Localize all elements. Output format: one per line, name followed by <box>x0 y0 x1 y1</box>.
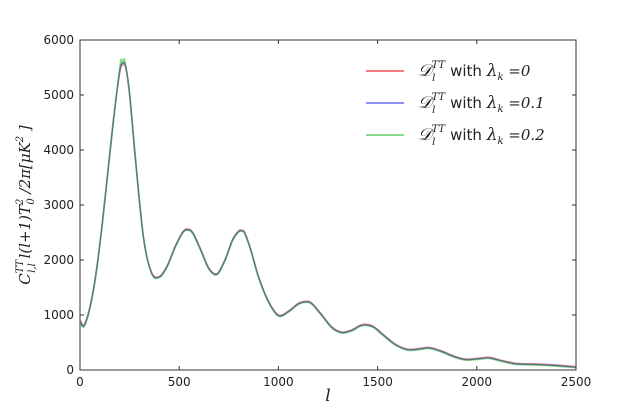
x-tick-label-4: 2000 <box>462 375 493 389</box>
legend-entry-0: 𝒟TT l with λk =0 <box>366 60 531 84</box>
y-tick-label-4: 4000 <box>43 143 74 157</box>
x-tick-label-3: 1500 <box>362 375 393 389</box>
x-tick-label-0: 0 <box>76 375 84 389</box>
x-axis-label: l <box>325 386 330 406</box>
x-tick-label-5: 2500 <box>561 375 592 389</box>
legend-label-0: 𝒟TT l with λk =0 <box>418 60 531 84</box>
y-axis: 0 1000 2000 3000 4000 5000 6000 <box>43 33 576 377</box>
y-tick-label-2: 2000 <box>43 253 74 267</box>
legend-entry-1: 𝒟TT l with λk =0.1 <box>366 92 545 116</box>
y-tick-label-1: 1000 <box>43 308 74 322</box>
y-tick-label-0: 0 <box>66 363 74 377</box>
series-layer <box>79 57 577 369</box>
x-tick-label-1: 500 <box>168 375 191 389</box>
series-overlap-line <box>79 61 577 368</box>
y-tick-label-6: 6000 <box>43 33 74 47</box>
legend-entry-2: 𝒟TT l with λk =0.2 <box>366 124 545 148</box>
y-axis-label: CTTl,l l(l+1)T20 /2π[μK2 ] <box>15 125 38 285</box>
legend-label-1: 𝒟TT l with λk =0.1 <box>418 92 545 116</box>
y-tick-label-3: 3000 <box>43 198 74 212</box>
legend-label-2: 𝒟TT l with λk =0.2 <box>418 124 545 148</box>
x-tick-label-2: 1000 <box>263 375 294 389</box>
plot-area <box>79 39 577 371</box>
y-tick-label-5: 5000 <box>43 88 74 102</box>
legend: 𝒟TT l with λk =0 𝒟TT l with λk =0.1 𝒟TT l w… <box>366 60 545 148</box>
x-axis: 0 500 1000 1500 2000 2500 <box>76 40 591 389</box>
